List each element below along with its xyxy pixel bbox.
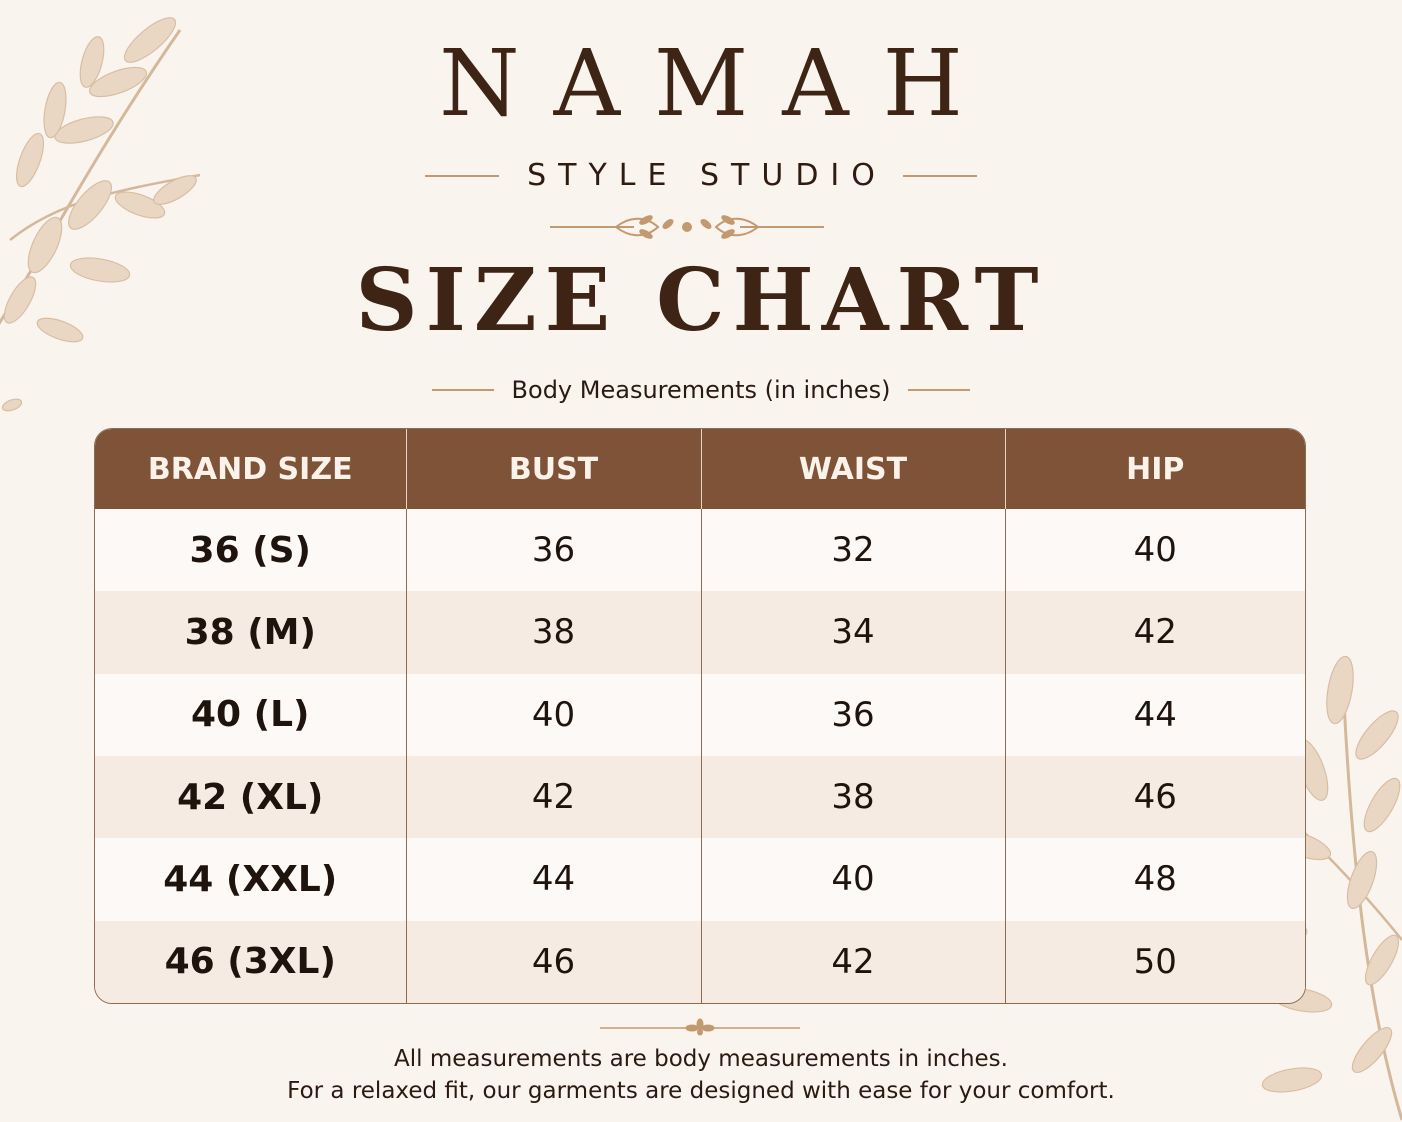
size-cell: 40 (L) xyxy=(95,673,407,756)
footnote-line-2: For a relaxed fit, our garments are desi… xyxy=(287,1078,1115,1104)
column-header-brand-size: BRAND SIZE xyxy=(95,429,407,509)
table-header-row: BRAND SIZE BUST WAIST HIP xyxy=(95,429,1305,509)
table-row: 38 (M) 38 34 42 xyxy=(95,591,1305,674)
waist-cell: 36 xyxy=(701,673,1006,756)
divider-line xyxy=(431,389,494,391)
size-cell: 42 (XL) xyxy=(95,755,407,839)
table-row: 36 (S) 36 32 40 xyxy=(95,509,1305,592)
bust-cell: 36 xyxy=(406,509,702,592)
divider-line xyxy=(425,174,500,177)
waist-cell: 34 xyxy=(701,591,1006,674)
brand-name: NAMAH xyxy=(439,30,997,137)
leaf-branch-icon xyxy=(0,17,201,412)
size-table: BRAND SIZE BUST WAIST HIP 36 (S) 36 32 4… xyxy=(94,428,1306,1004)
column-header-bust: BUST xyxy=(406,429,702,509)
table-row: 40 (L) 40 36 44 xyxy=(95,673,1305,756)
footnote-line-1: All measurements are body measurements i… xyxy=(394,1046,1008,1072)
hip-cell: 50 xyxy=(1005,920,1305,1003)
table-row: 42 (XL) 42 38 46 xyxy=(95,755,1305,839)
waist-cell: 40 xyxy=(701,838,1006,921)
waist-cell: 42 xyxy=(701,920,1006,1003)
page-title: SIZE CHART xyxy=(355,250,1047,351)
hip-cell: 42 xyxy=(1005,591,1305,674)
brand-tagline: STYLE STUDIO xyxy=(527,158,887,193)
bust-cell: 40 xyxy=(406,673,702,756)
hip-cell: 40 xyxy=(1005,509,1305,592)
hip-cell: 44 xyxy=(1005,673,1305,756)
divider-line xyxy=(902,174,977,177)
divider-line xyxy=(908,389,971,391)
size-cell: 46 (3XL) xyxy=(95,920,407,1003)
flourish-ornament-icon xyxy=(600,1018,800,1036)
tagline-row: STYLE STUDIO xyxy=(0,158,1402,193)
bust-cell: 46 xyxy=(406,920,702,1003)
size-cell: 36 (S) xyxy=(95,509,407,592)
hip-cell: 48 xyxy=(1005,838,1305,921)
size-cell: 44 (XXL) xyxy=(95,838,407,921)
bust-cell: 44 xyxy=(406,838,702,921)
waist-cell: 38 xyxy=(701,755,1006,839)
column-header-hip: HIP xyxy=(1005,429,1305,509)
page-subtitle: Body Measurements (in inches) xyxy=(511,376,891,404)
hip-cell: 46 xyxy=(1005,755,1305,839)
table-row: 46 (3XL) 46 42 50 xyxy=(95,920,1305,1003)
flourish-ornament-icon xyxy=(550,215,824,239)
table-row: 44 (XXL) 44 40 48 xyxy=(95,838,1305,921)
waist-cell: 32 xyxy=(701,509,1006,592)
size-cell: 38 (M) xyxy=(95,591,407,674)
bust-cell: 38 xyxy=(406,591,702,674)
column-header-waist: WAIST xyxy=(701,429,1006,509)
subtitle-row: Body Measurements (in inches) xyxy=(0,376,1402,404)
bust-cell: 42 xyxy=(406,755,702,839)
